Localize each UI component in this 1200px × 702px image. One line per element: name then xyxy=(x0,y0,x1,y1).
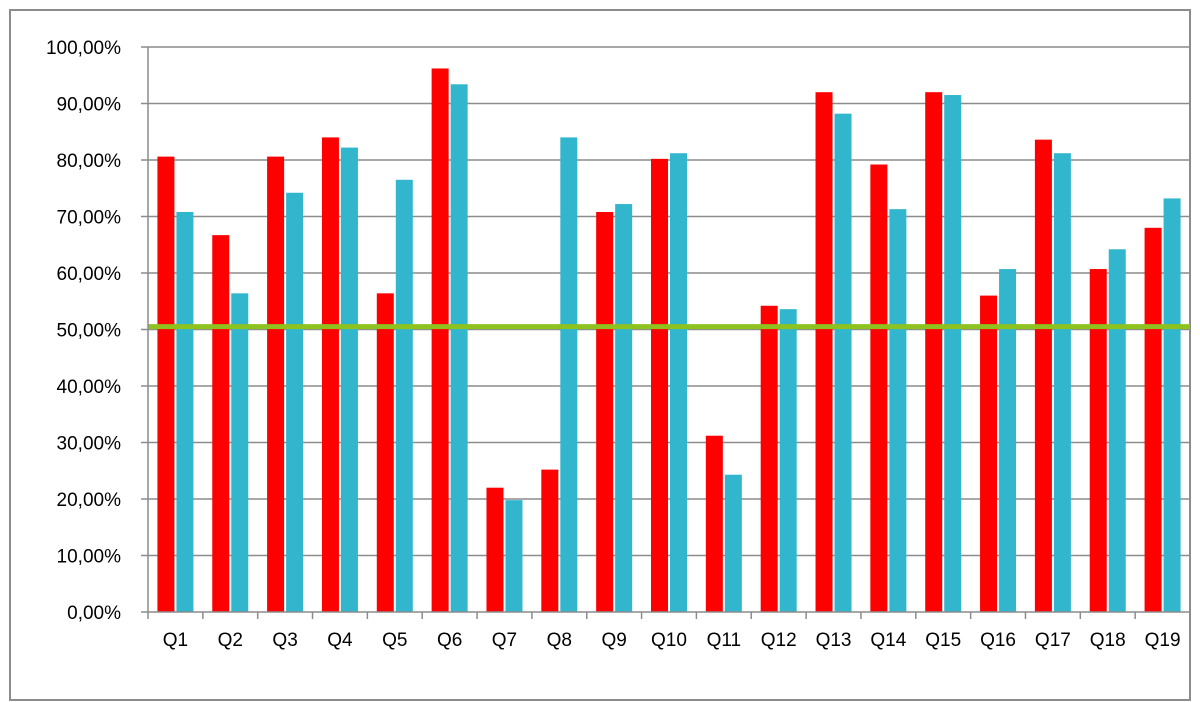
x-tick-label: Q15 xyxy=(925,630,961,651)
bar-series2-q7 xyxy=(505,500,523,612)
bar-series2-q11 xyxy=(724,474,742,612)
bar-series2-q14 xyxy=(889,209,907,612)
bar-series2-q18 xyxy=(1108,249,1126,612)
x-tick-label: Q17 xyxy=(1035,630,1071,651)
x-tick-label: Q1 xyxy=(163,630,188,651)
y-tick-label: 60,00% xyxy=(57,264,122,285)
bar-series1-q4 xyxy=(321,137,339,612)
bar-series2-q12 xyxy=(779,309,797,612)
bar-series1-q17 xyxy=(1034,139,1052,612)
x-tick-label: Q4 xyxy=(327,630,353,651)
bar-series2-q9 xyxy=(615,204,633,612)
y-tick-label: 20,00% xyxy=(57,490,122,511)
y-tick-label: 70,00% xyxy=(57,208,122,229)
bars xyxy=(157,68,1181,613)
bar-series2-q17 xyxy=(1053,153,1071,612)
y-tick-label: 40,00% xyxy=(57,377,122,398)
bar-series2-q16 xyxy=(999,269,1017,612)
bar-series1-q16 xyxy=(980,295,998,612)
bar-series1-q8 xyxy=(541,469,559,612)
bar-series1-q3 xyxy=(267,156,285,613)
y-tick-label: 80,00% xyxy=(57,151,122,172)
bar-series2-q13 xyxy=(834,113,852,613)
x-tick-label: Q19 xyxy=(1145,630,1181,651)
bar-series2-q4 xyxy=(340,147,358,612)
y-tick-label: 100,00% xyxy=(46,38,121,59)
bar-series2-q2 xyxy=(231,293,249,612)
bar-series1-q9 xyxy=(596,211,614,613)
bar-series1-q13 xyxy=(815,92,833,612)
x-tick-label: Q12 xyxy=(761,630,797,651)
bar-series1-q15 xyxy=(925,92,943,612)
x-tick-label: Q6 xyxy=(437,630,462,651)
bar-series2-q10 xyxy=(670,153,687,612)
y-tick-label: 10,00% xyxy=(57,547,122,568)
y-tick-label: 30,00% xyxy=(57,434,122,455)
bar-series1-q12 xyxy=(760,305,778,612)
y-tick-label: 0,00% xyxy=(67,603,121,624)
x-tick-label: Q14 xyxy=(870,630,906,651)
x-tick-label: Q8 xyxy=(547,630,572,651)
x-tick-labels: Q1 Q2 Q3 Q4 Q5 Q6 Q7 Q8 Q9 Q10 Q11 Q12 Q13 Q14 Q15 Q16 Q… xyxy=(163,630,1181,651)
x-tick-label: Q10 xyxy=(651,630,687,651)
bar-series1-q7 xyxy=(486,487,504,612)
x-tick-label: Q9 xyxy=(601,630,626,651)
x-tick-label: Q7 xyxy=(492,630,517,651)
bar-series1-q11 xyxy=(705,435,723,612)
x-tick-label: Q16 xyxy=(980,630,1016,651)
y-tick-label: 50,00% xyxy=(57,321,122,342)
bar-series1-q1 xyxy=(157,156,175,613)
bar-series1-q19 xyxy=(1144,227,1162,613)
bar-series2-q19 xyxy=(1163,198,1181,613)
x-tick-label: Q13 xyxy=(816,630,852,651)
bar-series1-q2 xyxy=(212,235,230,612)
x-tick-label: Q3 xyxy=(272,630,297,651)
bar-series2-q3 xyxy=(286,192,304,612)
bar-series2-q5 xyxy=(395,179,413,612)
bar-series1-q10 xyxy=(651,158,668,612)
x-tick-label: Q5 xyxy=(382,630,407,651)
y-tick-labels: 0,00% 10,00% 20,00% 30,00% 40,00% 50,00% 60,00… xyxy=(46,38,121,624)
y-tick-label: 90,00% xyxy=(57,95,122,116)
x-tick-label: Q2 xyxy=(218,630,243,651)
gridlines xyxy=(141,46,1190,613)
bar-series2-q15 xyxy=(944,95,962,612)
bar-series2-q8 xyxy=(560,137,578,612)
bar-series1-q5 xyxy=(376,293,394,612)
bar-series1-q14 xyxy=(870,164,888,612)
bar-series2-q1 xyxy=(176,211,194,613)
bar-series1-q18 xyxy=(1089,269,1107,612)
bar-series1-q6 xyxy=(431,68,449,613)
axes xyxy=(147,47,1191,619)
x-tick-label: Q11 xyxy=(707,630,742,651)
bar-series2-q6 xyxy=(450,84,468,613)
x-tick-label: Q18 xyxy=(1090,630,1126,651)
